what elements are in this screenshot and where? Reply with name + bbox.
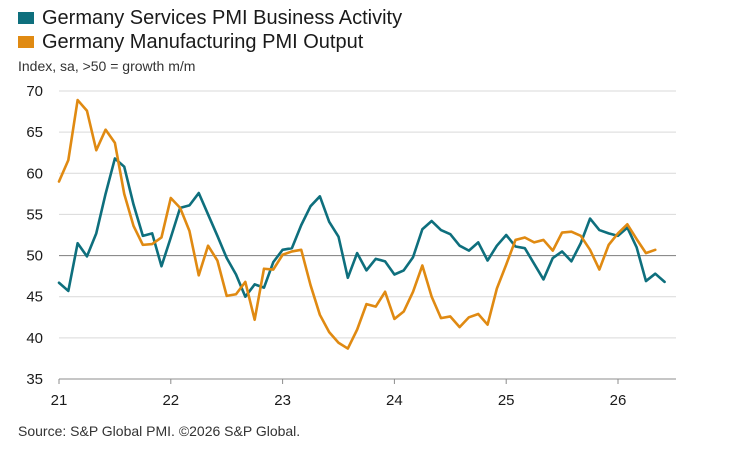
x-tick-label-26: 26 — [610, 392, 627, 409]
legend-label-services: Germany Services PMI Business Activity — [42, 6, 403, 29]
x-tick-label-25: 25 — [498, 392, 515, 409]
chart-subtitle: Index, sa, >50 = growth m/m — [18, 58, 196, 74]
y-tick-label-40: 40 — [26, 330, 43, 347]
x-tick-label-21: 21 — [51, 392, 68, 409]
series-line-manufacturing — [57, 98, 657, 350]
series-line-services — [57, 157, 666, 299]
y-tick-label-55: 55 — [26, 206, 43, 223]
y-tick-label-45: 45 — [26, 289, 43, 306]
x-tick-label-22: 22 — [162, 392, 179, 409]
legend: Germany Services PMI Business Activity G… — [18, 6, 402, 54]
legend-swatch-services — [18, 12, 34, 24]
y-tick-label-70: 70 — [26, 83, 43, 100]
y-tick-label-35: 35 — [26, 371, 43, 388]
y-tick-label-60: 60 — [26, 165, 43, 182]
source-note: Source: S&P Global PMI. ©2026 S&P Global… — [18, 423, 301, 439]
y-tick-label-50: 50 — [26, 248, 43, 265]
legend-swatch-manufacturing — [18, 36, 34, 48]
legend-label-manufacturing: Germany Manufacturing PMI Output — [42, 30, 364, 53]
x-tick-label-24: 24 — [386, 392, 403, 409]
x-tick-label-23: 23 — [274, 392, 291, 409]
legend-item-manufacturing: Germany Manufacturing PMI Output — [18, 30, 402, 54]
y-tick-label-65: 65 — [26, 124, 43, 141]
legend-item-services: Germany Services PMI Business Activity — [18, 6, 402, 30]
